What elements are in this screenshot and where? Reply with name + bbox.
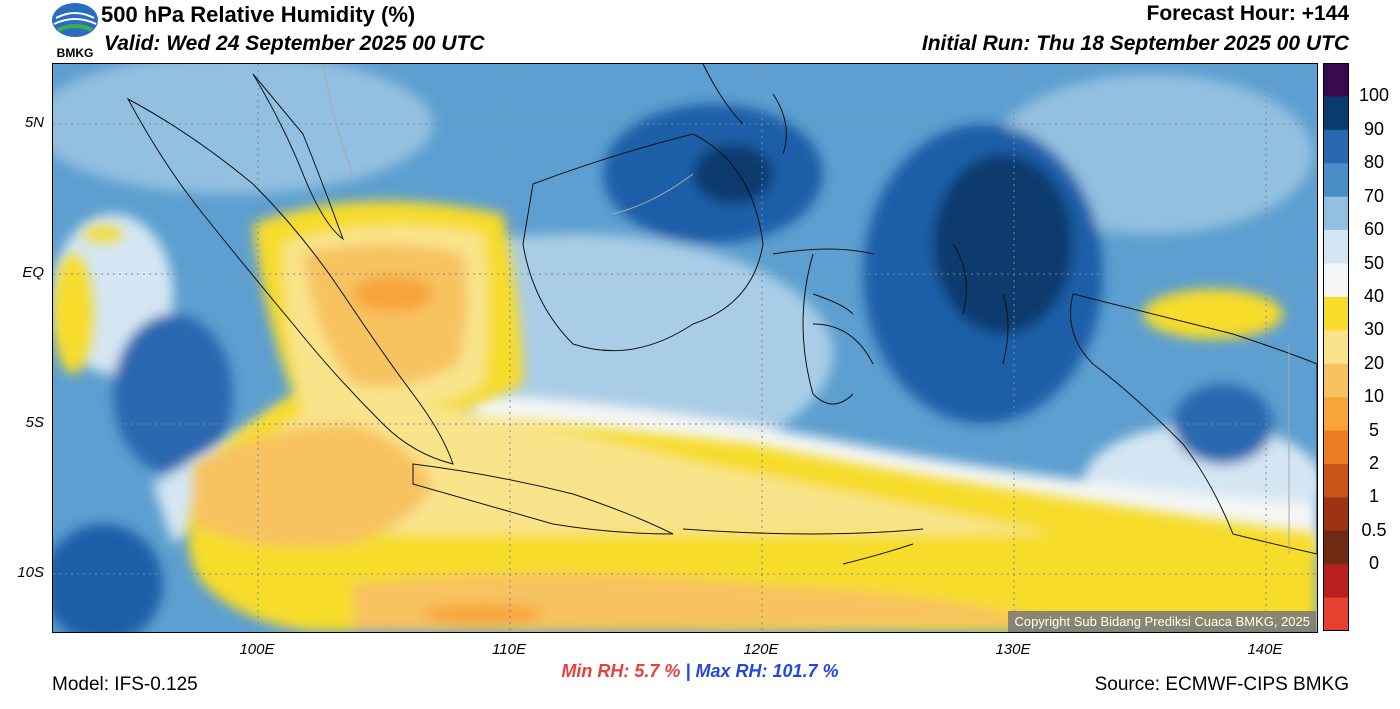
- colorbar-segment: [1323, 463, 1349, 498]
- colorbar-label: 20: [1363, 352, 1385, 373]
- stats-separator: |: [685, 661, 691, 681]
- colorbar-label: 60: [1363, 219, 1385, 240]
- colorbar-segment: [1323, 63, 1349, 97]
- lon-label-130e: 130E: [995, 641, 1031, 658]
- colorbar-segment: [1323, 263, 1349, 298]
- colorbar-label: 10: [1363, 386, 1385, 407]
- min-rh-label: Min RH:: [561, 661, 630, 681]
- lon-label-140e: 140E: [1247, 641, 1283, 658]
- lat-label-eq: EQ: [22, 264, 44, 281]
- colorbar-label: 100: [1358, 85, 1390, 106]
- rh-stats: Min RH: 5.7 % | Max RH: 101.7 %: [0, 661, 1400, 682]
- lat-label-10s: 10S: [17, 564, 44, 581]
- max-rh-value: 101.7 %: [772, 661, 839, 681]
- lat-label-5s: 5S: [25, 414, 44, 431]
- colorbar-label: 1: [1368, 486, 1379, 507]
- colorbar-segment: [1323, 397, 1349, 432]
- colorbar-segment: [1323, 430, 1349, 465]
- forecast-hour: Forecast Hour: +144: [1146, 2, 1350, 25]
- colorbar-label: 40: [1363, 285, 1385, 306]
- logo-text: BMKG: [57, 46, 94, 60]
- colorbar-label: 90: [1363, 118, 1385, 139]
- model-info: Model: IFS-0.125: [52, 674, 198, 695]
- colorbar-segment: [1323, 163, 1349, 198]
- colorbar-label: 80: [1363, 152, 1385, 173]
- colorbar-label: 5: [1368, 419, 1379, 440]
- copyright-notice: Copyright Sub Bidang Prediksi Cuaca BMKG…: [1008, 611, 1316, 632]
- colorbar-segment: [1323, 330, 1349, 365]
- country-borders: [322, 64, 1290, 554]
- max-rh-label: Max RH:: [695, 661, 768, 681]
- chart-title: 500 hPa Relative Humidity (%): [101, 2, 416, 27]
- source-info: Source: ECMWF-CIPS BMKG: [1094, 674, 1349, 695]
- colorbar-label: 70: [1363, 185, 1385, 206]
- initial-run: Initial Run: Thu 18 September 2025 00 UT…: [921, 32, 1349, 55]
- colorbar-segment: [1323, 96, 1349, 131]
- grid-lines: [53, 64, 1317, 632]
- colorbar-segment: [1323, 196, 1349, 231]
- humidity-map: Copyright Sub Bidang Prediksi Cuaca BMKG…: [52, 63, 1318, 633]
- bmkg-logo: BMKG: [52, 3, 98, 60]
- lon-label-110e: 110E: [492, 641, 526, 658]
- min-rh-value: 5.7 %: [634, 661, 681, 681]
- colorbar-segment: [1323, 129, 1349, 164]
- colorbar-label: 2: [1368, 452, 1379, 473]
- colorbar-segment: [1323, 564, 1349, 599]
- lon-label-100e: 100E: [239, 641, 275, 658]
- map-canvas: [53, 64, 1317, 632]
- colorbar-segment: [1323, 497, 1349, 532]
- lon-label-120e: 120E: [743, 641, 779, 658]
- colorbar-segment: [1323, 530, 1349, 565]
- coastlines: [126, 64, 1317, 565]
- colorbar-label: 0: [1368, 553, 1379, 574]
- colorbar-label: 50: [1363, 252, 1385, 273]
- colorbar-label: 30: [1363, 319, 1385, 340]
- lat-label-5n: 5N: [24, 114, 44, 131]
- colorbar: [1323, 63, 1349, 631]
- colorbar-segment: [1323, 363, 1349, 398]
- colorbar-segment: [1323, 230, 1349, 264]
- colorbar-segment: [1323, 597, 1349, 631]
- colorbar-segment: [1323, 296, 1349, 331]
- valid-time: Valid: Wed 24 September 2025 00 UTC: [104, 32, 485, 55]
- colorbar-label: 0.5: [1361, 519, 1387, 540]
